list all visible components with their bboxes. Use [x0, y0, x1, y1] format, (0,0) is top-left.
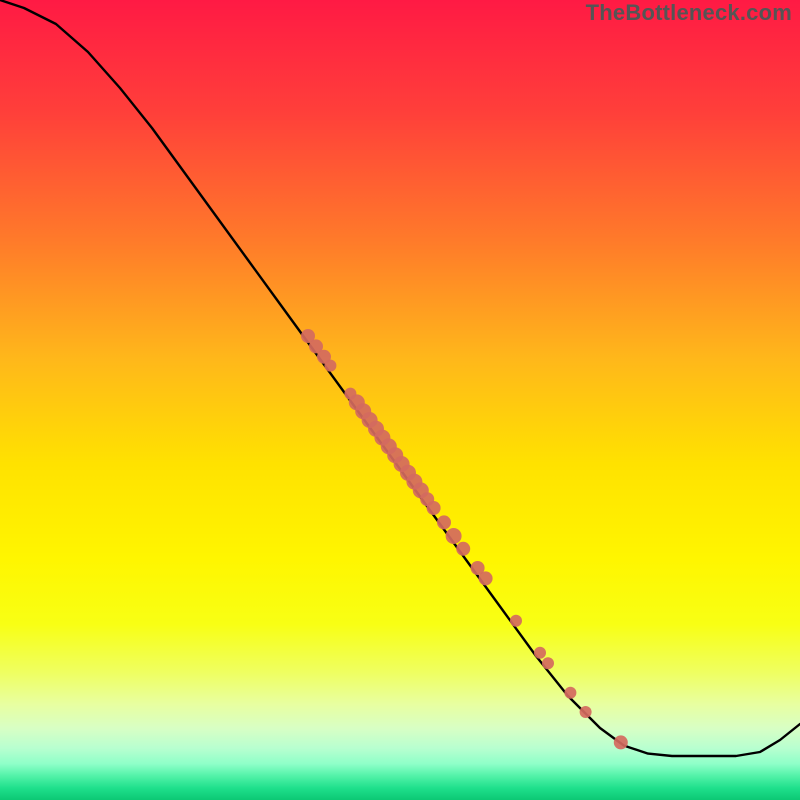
- data-marker: [510, 615, 522, 627]
- data-marker: [437, 515, 451, 529]
- data-marker: [427, 501, 441, 515]
- attribution-text: TheBottleneck.com: [586, 0, 792, 26]
- chart-svg: [0, 0, 800, 800]
- data-marker: [542, 657, 554, 669]
- bottleneck-chart: TheBottleneck.com: [0, 0, 800, 800]
- data-marker: [564, 687, 576, 699]
- data-marker: [534, 647, 546, 659]
- marker-group: [301, 329, 628, 749]
- data-marker: [446, 528, 462, 544]
- data-marker: [580, 706, 592, 718]
- data-marker: [479, 571, 493, 585]
- data-marker: [456, 542, 470, 556]
- bottleneck-curve: [0, 0, 800, 756]
- data-marker: [614, 735, 628, 749]
- data-marker: [324, 360, 336, 372]
